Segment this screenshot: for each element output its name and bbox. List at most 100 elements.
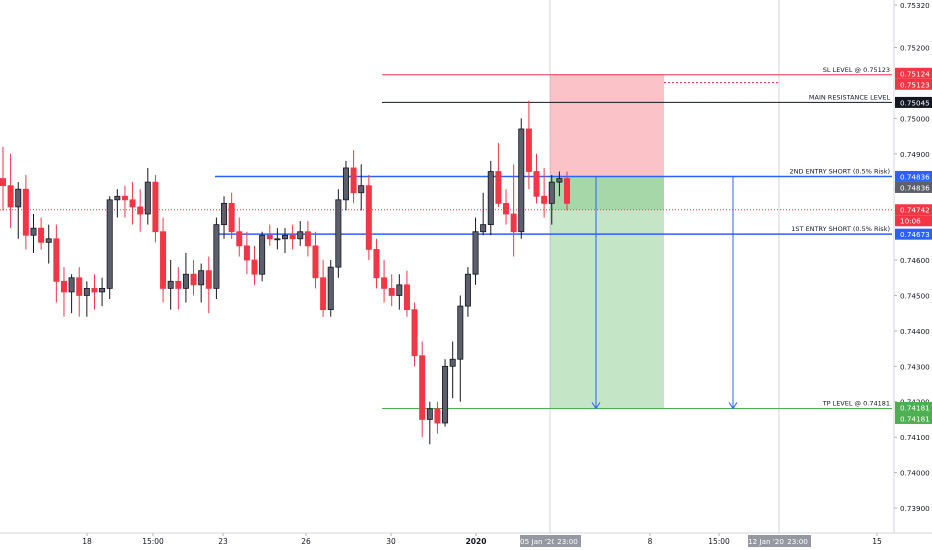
price-tick-label: 0.74900 (900, 150, 930, 159)
candle (335, 189, 342, 278)
candle (442, 359, 449, 427)
price-axis[interactable]: 0.753200.752000.750000.749000.748000.746… (893, 0, 932, 533)
candle (114, 189, 121, 218)
time-highlight-bg (520, 535, 556, 547)
candle-body (373, 249, 380, 279)
time-highlight-bg (784, 535, 811, 547)
candle (60, 267, 67, 317)
candle-body (304, 231, 311, 247)
first-entry-badge-text: 0.74673 (900, 230, 930, 239)
candle-body (114, 195, 121, 201)
last-candle-badge-text: 0.74836 (900, 183, 930, 192)
candle-body (15, 188, 22, 208)
time-tick-label: 15:00 (708, 537, 730, 546)
candle (160, 217, 167, 303)
candle (243, 231, 250, 275)
candle (373, 238, 380, 289)
candle (518, 118, 525, 239)
candle-body (518, 128, 525, 233)
candle-body (91, 287, 98, 293)
countdown-badge: 10:06 (895, 215, 932, 227)
candle (510, 164, 517, 257)
candle-body (312, 245, 319, 279)
sl-level-badge-bg (895, 67, 932, 79)
candle-body (327, 266, 334, 311)
candle-body (167, 280, 174, 289)
main-resistance-badge-bg (895, 96, 932, 108)
candle-body (274, 238, 281, 241)
candle (297, 221, 304, 246)
candle-body (30, 227, 37, 236)
tp-level-badge: 0.74181 (895, 401, 932, 413)
candle-body (381, 277, 388, 289)
time-highlight-label: 05 Jan '20 (520, 537, 556, 546)
candle (68, 274, 75, 314)
candle (7, 153, 14, 229)
price-tick-label: 0.75200 (900, 44, 930, 53)
candle-body (419, 355, 426, 420)
candle-body (38, 227, 45, 243)
last-candle-badge: 0.74836 (895, 181, 932, 193)
main-resistance-badge: 0.75045 (895, 96, 932, 108)
candle (38, 217, 45, 250)
candle (30, 213, 37, 253)
candle (426, 401, 433, 445)
candle-body (495, 171, 502, 204)
time-tick-label: 8 (648, 537, 653, 546)
second-entry-badge: 0.74836 (895, 170, 932, 182)
candle-body (289, 234, 296, 240)
candle-body (442, 365, 449, 424)
candle-body (144, 181, 151, 215)
candle-body (198, 270, 205, 286)
candle-body (83, 287, 90, 296)
candle (350, 150, 357, 204)
candle (144, 167, 151, 225)
candle (175, 267, 182, 310)
time-highlight-label: 12 Jan '20 (748, 537, 784, 546)
candle (449, 341, 456, 399)
candle-body (243, 245, 250, 261)
time-tick-label: 26 (301, 537, 311, 546)
candle-body (236, 231, 243, 247)
target-arrows (591, 176, 738, 410)
time-highlight-label: 23:00 (557, 537, 578, 546)
price-tick-label: 0.74500 (900, 291, 930, 300)
sl-level-badge: 0.75124 (895, 67, 932, 79)
candle-body (449, 358, 456, 367)
candle (0, 146, 6, 211)
candle (411, 302, 418, 367)
position-zones (550, 74, 664, 409)
candle-body (541, 195, 548, 204)
candle-body (106, 199, 113, 289)
candle (251, 245, 258, 285)
candle (472, 217, 479, 285)
candle-body (396, 284, 403, 296)
candle (91, 274, 98, 310)
candle (396, 274, 403, 310)
candle-body (457, 305, 464, 360)
candle (99, 277, 106, 307)
tp-level-badge-text: 0.74181 (900, 403, 930, 412)
candle-body (487, 171, 494, 226)
candle-body (0, 178, 6, 187)
price-tick-label: 0.74000 (900, 469, 930, 478)
candle (289, 224, 296, 250)
candle (198, 263, 205, 303)
first-entry-label: 1ST ENTRY SHORT (0.5% Risk) (791, 225, 890, 233)
candle-body (266, 234, 273, 240)
candle (388, 274, 395, 307)
time-highlight-bg (554, 535, 581, 547)
candle-body (7, 185, 14, 208)
candle-body (129, 199, 136, 208)
candle (76, 267, 83, 317)
candle (190, 260, 197, 296)
candle-body (137, 206, 144, 215)
time-tick-label: 30 (386, 537, 396, 546)
candle-body (503, 202, 510, 215)
price-tick-label: 0.74400 (900, 327, 930, 336)
candle (266, 224, 273, 246)
candle-body (221, 202, 228, 226)
time-highlight-label: 23:00 (787, 537, 808, 546)
